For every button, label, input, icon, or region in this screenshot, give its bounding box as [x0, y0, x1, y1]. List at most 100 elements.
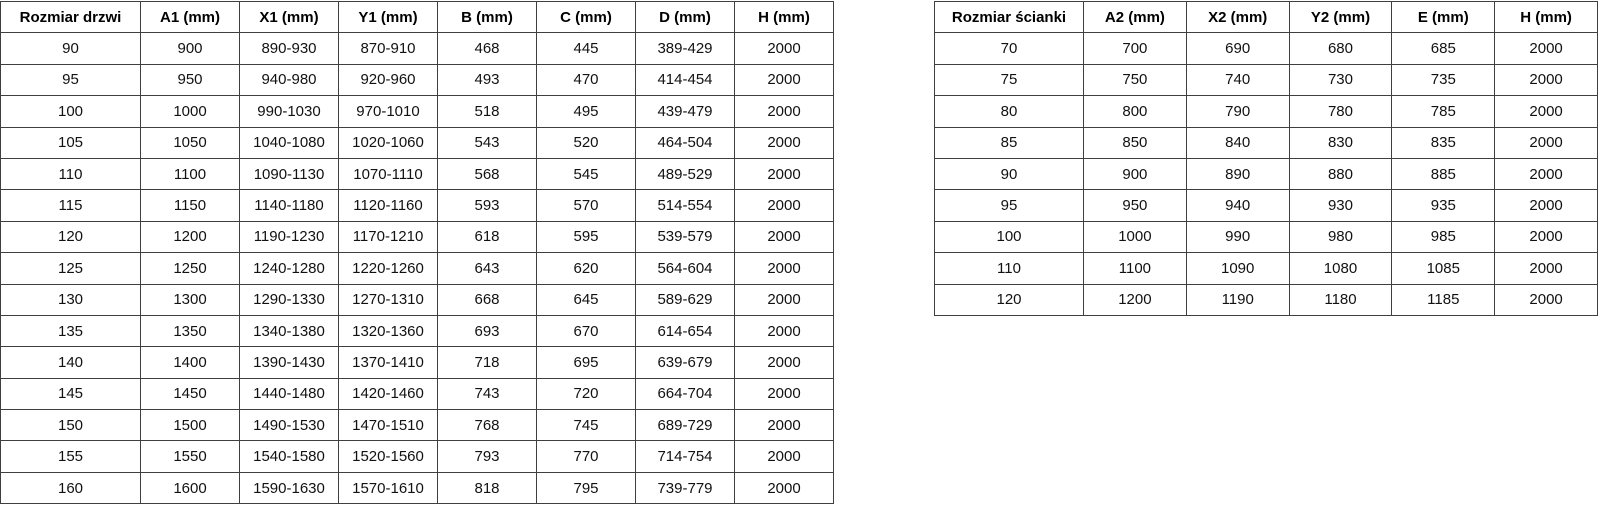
table-cell: 514-554 [635, 189, 735, 222]
table-cell: 470 [536, 63, 636, 97]
table-cell: 160 [0, 471, 141, 505]
table-cell: 2000 [1494, 32, 1598, 65]
table-cell: 1085 [1391, 252, 1496, 285]
column-header: E (mm) [1391, 0, 1496, 34]
column-header: A2 (mm) [1083, 0, 1187, 34]
table-cell: 2000 [734, 283, 834, 316]
table-cell: 643 [437, 252, 537, 285]
table-cell: 495 [536, 95, 636, 128]
table-cell: 539-579 [635, 220, 735, 254]
table-cell: 980 [1288, 220, 1393, 254]
table-cell: 740 [1185, 63, 1290, 97]
table-cell: 780 [1288, 95, 1393, 128]
table-cell: 1140-1180 [239, 189, 339, 222]
header-row: Rozmiar ścianki A2 (mm) X2 (mm) Y2 (mm) E (m… [934, 0, 1598, 34]
table-cell: 745 [536, 409, 636, 442]
table-cell: 990-1030 [239, 95, 339, 128]
table-cell: 2000 [734, 252, 834, 285]
table-cell: 1250 [140, 252, 240, 285]
column-header: Y1 (mm) [338, 0, 438, 34]
table-row: 145 1450 1440-1480 1420-1460 743 720 664-704 20… [0, 377, 834, 411]
table-cell: 870-910 [338, 32, 438, 65]
table-cell: 935 [1391, 189, 1496, 222]
table-cell: 1550 [140, 440, 240, 473]
table-row: 120 1200 1190-1230 1170-1210 618 595 539-579 20… [0, 220, 834, 254]
table-cell: 125 [0, 252, 141, 285]
table-cell: 1470-1510 [338, 409, 438, 442]
table-cell: 518 [437, 95, 537, 128]
table-cell: 2000 [734, 377, 834, 411]
table-cell: 70 [934, 32, 1084, 65]
table-cell: 1080 [1288, 252, 1393, 285]
table-cell: 1170-1210 [338, 220, 438, 254]
table-row: 110 1100 1090-1130 1070-1110 568 545 489-529 20… [0, 157, 834, 191]
table-cell: 890-930 [239, 32, 339, 65]
table-cell: 2000 [734, 157, 834, 191]
table-row: 75 750 740 730 735 2000 [934, 63, 1598, 97]
table-cell: 1090-1130 [239, 157, 339, 191]
table-cell: 695 [536, 346, 636, 379]
table-cell: 700 [1083, 32, 1187, 65]
table-cell: 1400 [140, 346, 240, 379]
table-cell: 95 [0, 63, 141, 97]
table-cell: 1600 [140, 471, 240, 505]
table-cell: 75 [934, 63, 1084, 97]
table-cell: 489-529 [635, 157, 735, 191]
table-row: 120 1200 1190 1180 1185 2000 [934, 283, 1598, 316]
table-cell: 1000 [1083, 220, 1187, 254]
table-cell: 1390-1430 [239, 346, 339, 379]
table-cell: 1350 [140, 314, 240, 348]
table-cell: 770 [536, 440, 636, 473]
table-cell: 2000 [1494, 95, 1598, 128]
column-header: Y2 (mm) [1288, 0, 1393, 34]
table-cell: 568 [437, 157, 537, 191]
table-row: 115 1150 1140-1180 1120-1160 593 570 514-554 20… [0, 189, 834, 222]
table-cell: 1370-1410 [338, 346, 438, 379]
table-cell: 2000 [734, 189, 834, 222]
table-row: 160 1600 1590-1630 1570-1610 818 795 739-779 20… [0, 471, 834, 505]
table-row: 100 1000 990 980 985 2000 [934, 220, 1598, 254]
column-header: Rozmiar ścianki [934, 0, 1084, 34]
table-row: 95 950 940-980 920-960 493 470 414-454 2000 [0, 63, 834, 97]
table-row: 95 950 940 930 935 2000 [934, 189, 1598, 222]
table-row: 90 900 890-930 870-910 468 445 389-429 2000 [0, 32, 834, 65]
table-cell: 120 [934, 283, 1084, 316]
table-row: 70 700 690 680 685 2000 [934, 32, 1598, 65]
table-row: 150 1500 1490-1530 1470-1510 768 745 689-729 20… [0, 409, 834, 442]
table-cell: 900 [140, 32, 240, 65]
table-cell: 750 [1083, 63, 1187, 97]
table-cell: 618 [437, 220, 537, 254]
table-cell: 940 [1185, 189, 1290, 222]
table-cell: 900 [1083, 157, 1187, 191]
table-cell: 990 [1185, 220, 1290, 254]
table-cell: 140 [0, 346, 141, 379]
table-cell: 1070-1110 [338, 157, 438, 191]
table-cell: 685 [1391, 32, 1496, 65]
column-header: C (mm) [536, 0, 636, 34]
table-row: 130 1300 1290-1330 1270-1310 668 645 589-629 20… [0, 283, 834, 316]
table-cell: 1100 [140, 157, 240, 191]
table-cell: 793 [437, 440, 537, 473]
table-row: 155 1550 1540-1580 1520-1560 793 770 714-754 20… [0, 440, 834, 473]
table-row: 90 900 890 880 885 2000 [934, 157, 1598, 191]
table-cell: 2000 [734, 95, 834, 128]
table-cell: 1440-1480 [239, 377, 339, 411]
table-cell: 120 [0, 220, 141, 254]
table-cell: 2000 [734, 440, 834, 473]
table-cell: 1200 [140, 220, 240, 254]
table-cell: 1185 [1391, 283, 1496, 316]
table-row: 80 800 790 780 785 2000 [934, 95, 1598, 128]
table-cell: 1180 [1288, 283, 1393, 316]
table-cell: 589-629 [635, 283, 735, 316]
table-cell: 1190-1230 [239, 220, 339, 254]
table-row: 140 1400 1390-1430 1370-1410 718 695 639-679 20… [0, 346, 834, 379]
table-cell: 150 [0, 409, 141, 442]
table-cell: 1500 [140, 409, 240, 442]
table-cell: 739-779 [635, 471, 735, 505]
column-header: A1 (mm) [140, 0, 240, 34]
table-cell: 110 [934, 252, 1084, 285]
table-cell: 950 [140, 63, 240, 97]
table-cell: 645 [536, 283, 636, 316]
